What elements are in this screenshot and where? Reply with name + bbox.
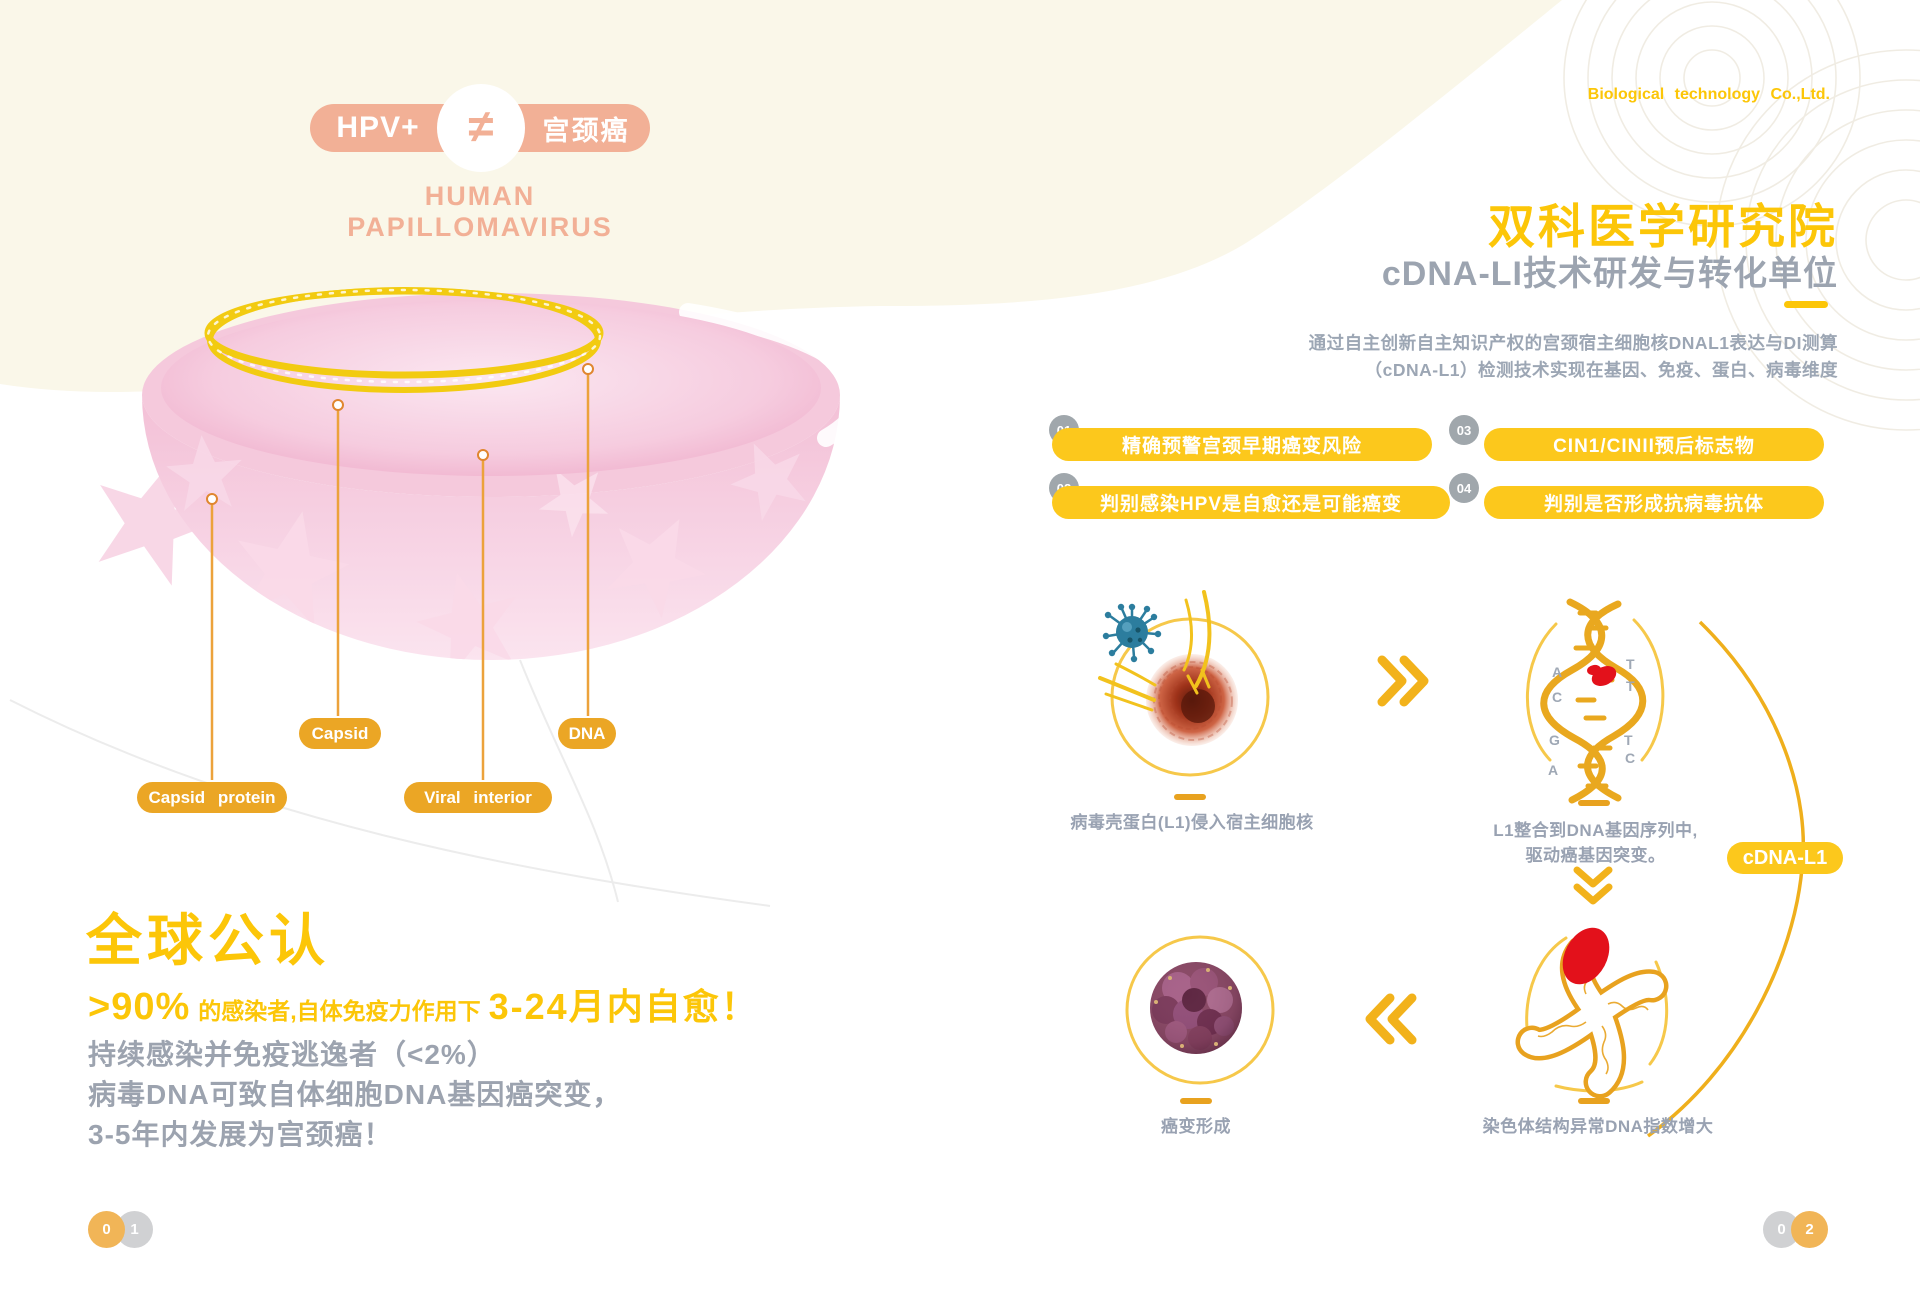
feature-banner-01: 精确预警宫颈早期癌变风险 xyxy=(1052,428,1432,461)
stat-percentage: >90% xyxy=(88,986,191,1028)
page-number-left-first: 0 xyxy=(88,1211,125,1248)
feature-banner-03: CIN1/CINII预后标志物 xyxy=(1484,428,1824,461)
chevron-down-icon xyxy=(1573,866,1613,905)
mutation-red-blob xyxy=(1587,664,1617,687)
flow-arc xyxy=(1646,620,1806,1138)
step4-dash xyxy=(1180,1098,1212,1104)
feature-banner-04: 判别是否形成抗病毒抗体 xyxy=(1484,486,1824,519)
not-equal-circle: ≠ xyxy=(437,84,525,172)
step3-chromosome-illustration xyxy=(1515,927,1669,1099)
feature-banner-02: 判别感染HPV是自愈还是可能癌变 xyxy=(1052,486,1450,519)
cdna-l1-tag: cDNA-L1 xyxy=(1727,842,1843,874)
subtitle-dash xyxy=(1784,301,1828,308)
step2-dash xyxy=(1578,800,1610,806)
dna-base-right: T xyxy=(1626,656,1635,672)
faint-arc-decoration xyxy=(9,659,771,907)
body-text-block: 持续感染并免疫逃逸者（<2%） 病毒DNA可致自体细胞DNA基因癌突变， 3-5… xyxy=(88,1035,621,1155)
body-line: 病毒DNA可致自体细胞DNA基因癌突变， xyxy=(88,1079,622,1110)
institute-subtitle: cDNA-LI技术研发与转化单位 xyxy=(1381,255,1838,293)
step1-dash xyxy=(1174,794,1206,800)
chevron-right-icon xyxy=(1377,655,1429,707)
chevron-left-icon xyxy=(1365,993,1417,1045)
not-equal-icon: ≠ xyxy=(468,100,494,152)
label-dna: DNA xyxy=(558,718,616,749)
label-capsid: Capsid xyxy=(299,718,381,749)
intro-paragraph: 通过自主创新自主知识产权的宫颈宿主细胞核DNAL1表达与DI测算 （cDNA-L… xyxy=(1038,330,1838,384)
headline: 全球公认 xyxy=(86,909,330,972)
dna-base-left: A xyxy=(1548,762,1559,778)
intro-line: 通过自主创新自主知识产权的宫颈宿主细胞核DNAL1表达与DI测算 xyxy=(1308,333,1838,353)
step4-tumor-illustration xyxy=(1125,935,1275,1085)
hpv-badge-right-text: 宫颈癌 xyxy=(542,115,630,146)
step2-dna-helix-illustration xyxy=(1525,598,1665,804)
virus-particle-icon xyxy=(1102,603,1162,663)
step1-caption: 病毒壳蛋白(L1)侵入宿主细胞核 xyxy=(1070,813,1314,832)
body-line: 3-5年内发展为宫颈癌！ xyxy=(88,1119,393,1150)
step4-caption: 癌变形成 xyxy=(1161,1117,1231,1136)
dna-base-left: G xyxy=(1549,732,1560,748)
company-name: Biological technology Co.,Ltd. xyxy=(1587,86,1830,103)
intro-line: （cDNA-L1）检测技术实现在基因、免疫、蛋白、病毒维度 xyxy=(1364,360,1838,380)
step3-caption: 染色体结构异常DNA指数增大 xyxy=(1482,1117,1714,1136)
dna-base-right: T xyxy=(1624,732,1633,748)
hpv-subtitle: HUMAN PAPILLOMAVIRUS xyxy=(347,181,613,242)
page-number-right-second: 2 xyxy=(1791,1211,1828,1248)
stat-middle-text: 的感染者,自体免疫力作用下 xyxy=(198,998,481,1024)
virus-bowl-illustration xyxy=(77,287,870,660)
body-line: 持续感染并免疫逃逸者（<2%） xyxy=(88,1039,496,1070)
feature-number-04: 04 xyxy=(1449,473,1479,503)
label-viral-interior: Viral interior xyxy=(404,782,552,813)
dna-base-right: C xyxy=(1625,750,1636,766)
stat-outcome-text: 3-24月内自愈！ xyxy=(488,986,759,1027)
label-capsid-protein: Capsid protein xyxy=(137,782,287,813)
concentric-arcs-decoration xyxy=(1563,0,1920,431)
step2-caption-line2: 驱动癌基因突变。 xyxy=(1525,846,1666,865)
step3-dash xyxy=(1578,1098,1610,1104)
dna-ring xyxy=(204,287,604,393)
step1-cell-invasion-illustration xyxy=(1098,590,1270,777)
dna-base-left: A xyxy=(1552,664,1563,680)
institute-title: 双科医学研究院 xyxy=(1488,200,1838,253)
feature-number-03: 03 xyxy=(1449,415,1479,445)
hpv-badge-left-text: HPV+ xyxy=(336,111,420,144)
step2-caption-line1: L1整合到DNA基因序列中, xyxy=(1493,821,1698,840)
dna-base-right: T xyxy=(1626,678,1635,694)
label-connector-lines xyxy=(206,363,594,780)
stat-line: >90% 的感染者,自体免疫力作用下 3-24月内自愈！ xyxy=(88,978,759,1030)
dna-base-left: C xyxy=(1552,689,1563,705)
